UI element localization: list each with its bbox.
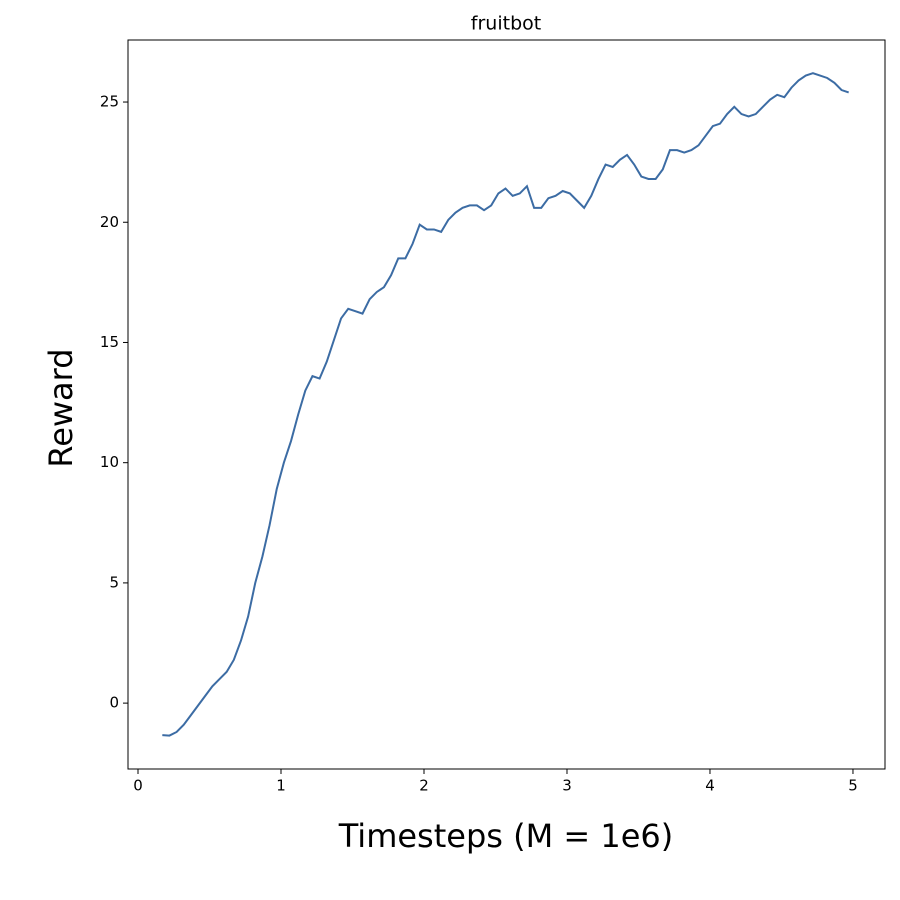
y-tick-label: 25: [100, 93, 119, 111]
x-tick-label: 5: [848, 777, 858, 795]
chart-title: fruitbot: [471, 13, 541, 35]
x-tick-label: 1: [276, 777, 286, 795]
x-tick-label: 0: [133, 777, 143, 795]
line: [162, 72, 849, 737]
y-tick-label: 0: [109, 694, 119, 712]
x-tick-label: 4: [705, 777, 715, 795]
x-tick-label: 2: [419, 777, 429, 795]
y-tick-label: 5: [109, 573, 119, 591]
y-tick-label: 10: [100, 453, 119, 471]
y-axis-label: Reward: [42, 348, 80, 467]
x-tick-label: 3: [562, 777, 572, 795]
y-tick-label: 15: [100, 333, 119, 351]
y-tick-label: 20: [100, 213, 119, 231]
plot-frame: [127, 39, 886, 770]
x-axis-label: Timesteps (M = 1e6): [338, 817, 674, 855]
